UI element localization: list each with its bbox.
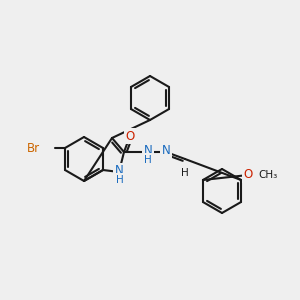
Text: O: O: [125, 130, 135, 142]
Text: O: O: [243, 169, 253, 182]
Text: N: N: [162, 145, 170, 158]
Text: N: N: [144, 145, 152, 158]
Text: N: N: [115, 164, 123, 178]
Text: H: H: [144, 155, 152, 165]
Text: CH₃: CH₃: [258, 170, 277, 180]
Text: H: H: [116, 175, 124, 185]
Text: Br: Br: [27, 142, 40, 154]
Text: H: H: [181, 168, 189, 178]
